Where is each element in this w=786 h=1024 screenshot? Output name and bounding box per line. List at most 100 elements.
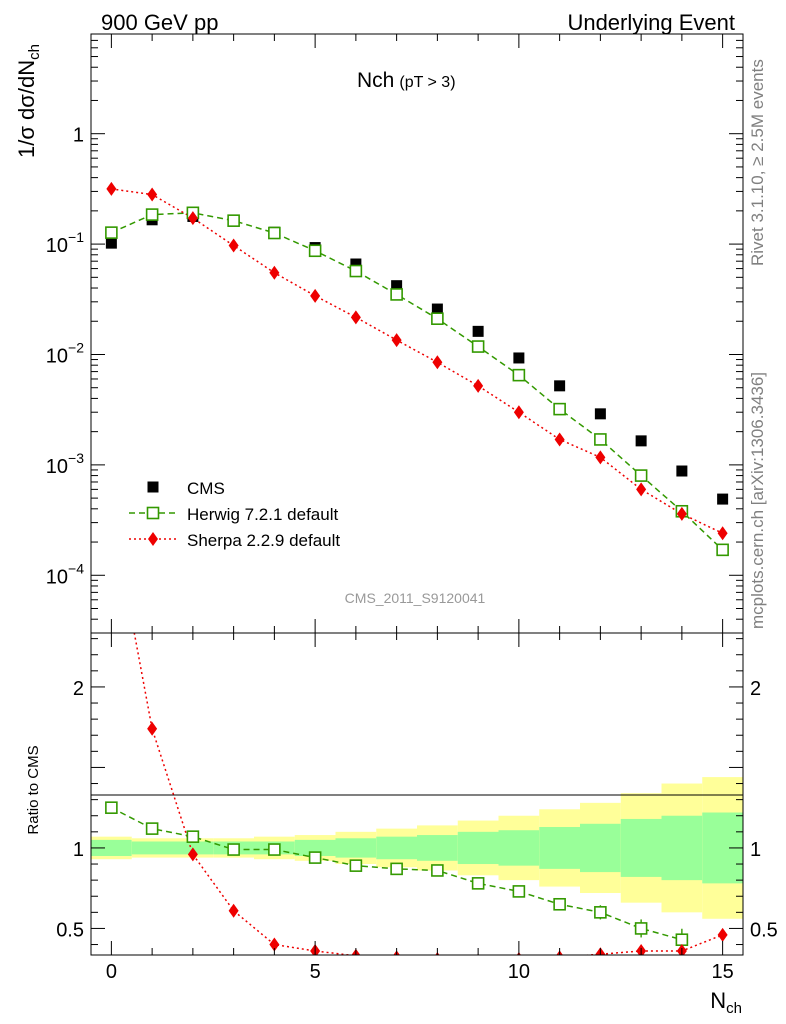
cms-point bbox=[472, 325, 484, 337]
band-inner bbox=[457, 831, 499, 865]
y-tick-label-exponent: −4 bbox=[68, 560, 84, 576]
y-tick-label-base: 1 bbox=[73, 125, 84, 147]
sherpa-point bbox=[513, 405, 524, 420]
y-axis-label-sub: ch bbox=[26, 44, 43, 60]
cms-point bbox=[350, 258, 362, 270]
herwig-point bbox=[594, 433, 607, 446]
cms-point bbox=[513, 352, 525, 364]
y-tick-label-exponent: −2 bbox=[68, 339, 84, 355]
herwig-ratio-point bbox=[471, 877, 485, 890]
cms-point bbox=[431, 303, 443, 315]
sherpa-ratio-point bbox=[228, 903, 239, 918]
y-tick-label-exponent: −3 bbox=[68, 450, 84, 466]
herwig-line bbox=[111, 212, 724, 551]
header-right: Underlying Event bbox=[567, 10, 735, 35]
y-tick-label-base: 10 bbox=[46, 566, 68, 588]
x-axis-ticks-top bbox=[110, 34, 724, 633]
plot-title-sub: (pT > 3) bbox=[399, 74, 455, 91]
herwig-ratio-point bbox=[390, 862, 403, 876]
x-tick-label: 5 bbox=[310, 961, 321, 983]
sherpa-point bbox=[106, 181, 117, 196]
herwig-ratio-point bbox=[512, 885, 526, 898]
y-tick-label-exponent: −1 bbox=[68, 229, 84, 245]
legend-herwig-marker bbox=[146, 506, 160, 520]
band-inner bbox=[294, 839, 336, 856]
band-inner bbox=[539, 827, 580, 869]
sherpa-ratio-point bbox=[477, 953, 480, 955]
x-tick-label: 10 bbox=[508, 961, 530, 983]
band-inner bbox=[661, 815, 703, 881]
herwig-ratio-point bbox=[186, 830, 200, 843]
sherpa-ratio-point bbox=[187, 847, 198, 862]
herwig-point bbox=[553, 402, 566, 416]
herwig-ratio-point bbox=[105, 801, 118, 814]
herwig-ratio-point bbox=[634, 922, 648, 935]
herwig-ratio-point bbox=[594, 906, 607, 919]
herwig-ratio-point bbox=[431, 864, 444, 877]
herwig-point bbox=[105, 226, 118, 239]
herwig-point bbox=[227, 214, 240, 227]
cms-point bbox=[105, 237, 117, 249]
plot-title-main: Nch bbox=[357, 69, 394, 92]
sherpa-point bbox=[717, 526, 728, 541]
y-tick-label: 10−3 bbox=[46, 450, 84, 478]
herwig-point bbox=[390, 288, 403, 301]
sherpa-point bbox=[350, 310, 361, 325]
band-inner bbox=[376, 836, 417, 860]
band-inner bbox=[417, 835, 458, 861]
x-tick-label: 0 bbox=[106, 961, 117, 983]
legend: CMS Herwig 7.2.1 default Sherpa 2.2.9 defa… bbox=[129, 479, 340, 550]
y-tick-label: 10−2 bbox=[46, 339, 84, 367]
x-axis-label-main: N bbox=[710, 988, 726, 1013]
band-inner bbox=[91, 839, 132, 856]
y-axis-label: 1/σ dσ/dNch bbox=[14, 44, 43, 158]
y-tick-label: 10−1 bbox=[46, 229, 84, 257]
watermark: CMS_2011_S9120041 bbox=[345, 590, 486, 606]
ratio-y-tick-label: 1 bbox=[73, 839, 84, 861]
x-axis-label-sub: ch bbox=[726, 1000, 742, 1017]
header-left: 900 GeV pp bbox=[101, 10, 218, 35]
sherpa-point bbox=[595, 450, 606, 465]
cms-point bbox=[391, 280, 403, 292]
herwig-point bbox=[268, 226, 281, 240]
herwig-point bbox=[716, 543, 729, 557]
herwig-point bbox=[308, 244, 322, 258]
sherpa-point bbox=[432, 355, 443, 370]
rivet-label: Rivet 3.1.10, ≥ 2.5M events bbox=[748, 59, 767, 266]
herwig-ratio-point bbox=[675, 933, 689, 947]
sherpa-ratio-point bbox=[269, 937, 280, 952]
sherpa-point bbox=[228, 238, 239, 253]
y-tick-label-base: 10 bbox=[46, 235, 68, 257]
band-inner bbox=[131, 841, 173, 855]
cms-point bbox=[594, 408, 606, 420]
sherpa-ratio-point bbox=[717, 927, 728, 942]
legend-herwig-label: Herwig 7.2.1 default bbox=[187, 505, 338, 524]
sherpa-ratio-point bbox=[147, 721, 158, 736]
legend-cms-marker bbox=[147, 481, 159, 493]
uncertainty-bands bbox=[91, 777, 743, 919]
cms-point bbox=[717, 493, 729, 505]
cms-point bbox=[635, 435, 647, 447]
ratio-y-tick-label-right: 2 bbox=[750, 678, 761, 700]
sherpa-point bbox=[147, 187, 158, 202]
sherpa-point bbox=[473, 378, 484, 393]
top-series bbox=[105, 181, 729, 557]
y-tick-label-base: 10 bbox=[46, 345, 68, 367]
herwig-ratio-point bbox=[349, 859, 363, 872]
band-inner bbox=[580, 823, 621, 873]
x-axis-ticks: 0 5 10 15 bbox=[106, 633, 734, 983]
herwig-point bbox=[431, 312, 444, 325]
herwig-ratio-point bbox=[553, 897, 566, 911]
x-axis-label: Nch bbox=[710, 988, 742, 1017]
sherpa-point bbox=[636, 482, 647, 497]
herwig-point bbox=[349, 264, 363, 278]
y-tick-label: 10−4 bbox=[46, 560, 84, 588]
y-tick-label-base: 10 bbox=[46, 456, 68, 478]
mcplots-label: mcplots.cern.ch [arXiv:1306.3436] bbox=[748, 372, 767, 629]
cms-point bbox=[554, 380, 566, 392]
herwig-ratio-point bbox=[268, 843, 281, 856]
band-inner bbox=[498, 830, 540, 866]
cms-point bbox=[676, 465, 688, 477]
sherpa-point bbox=[554, 432, 565, 447]
